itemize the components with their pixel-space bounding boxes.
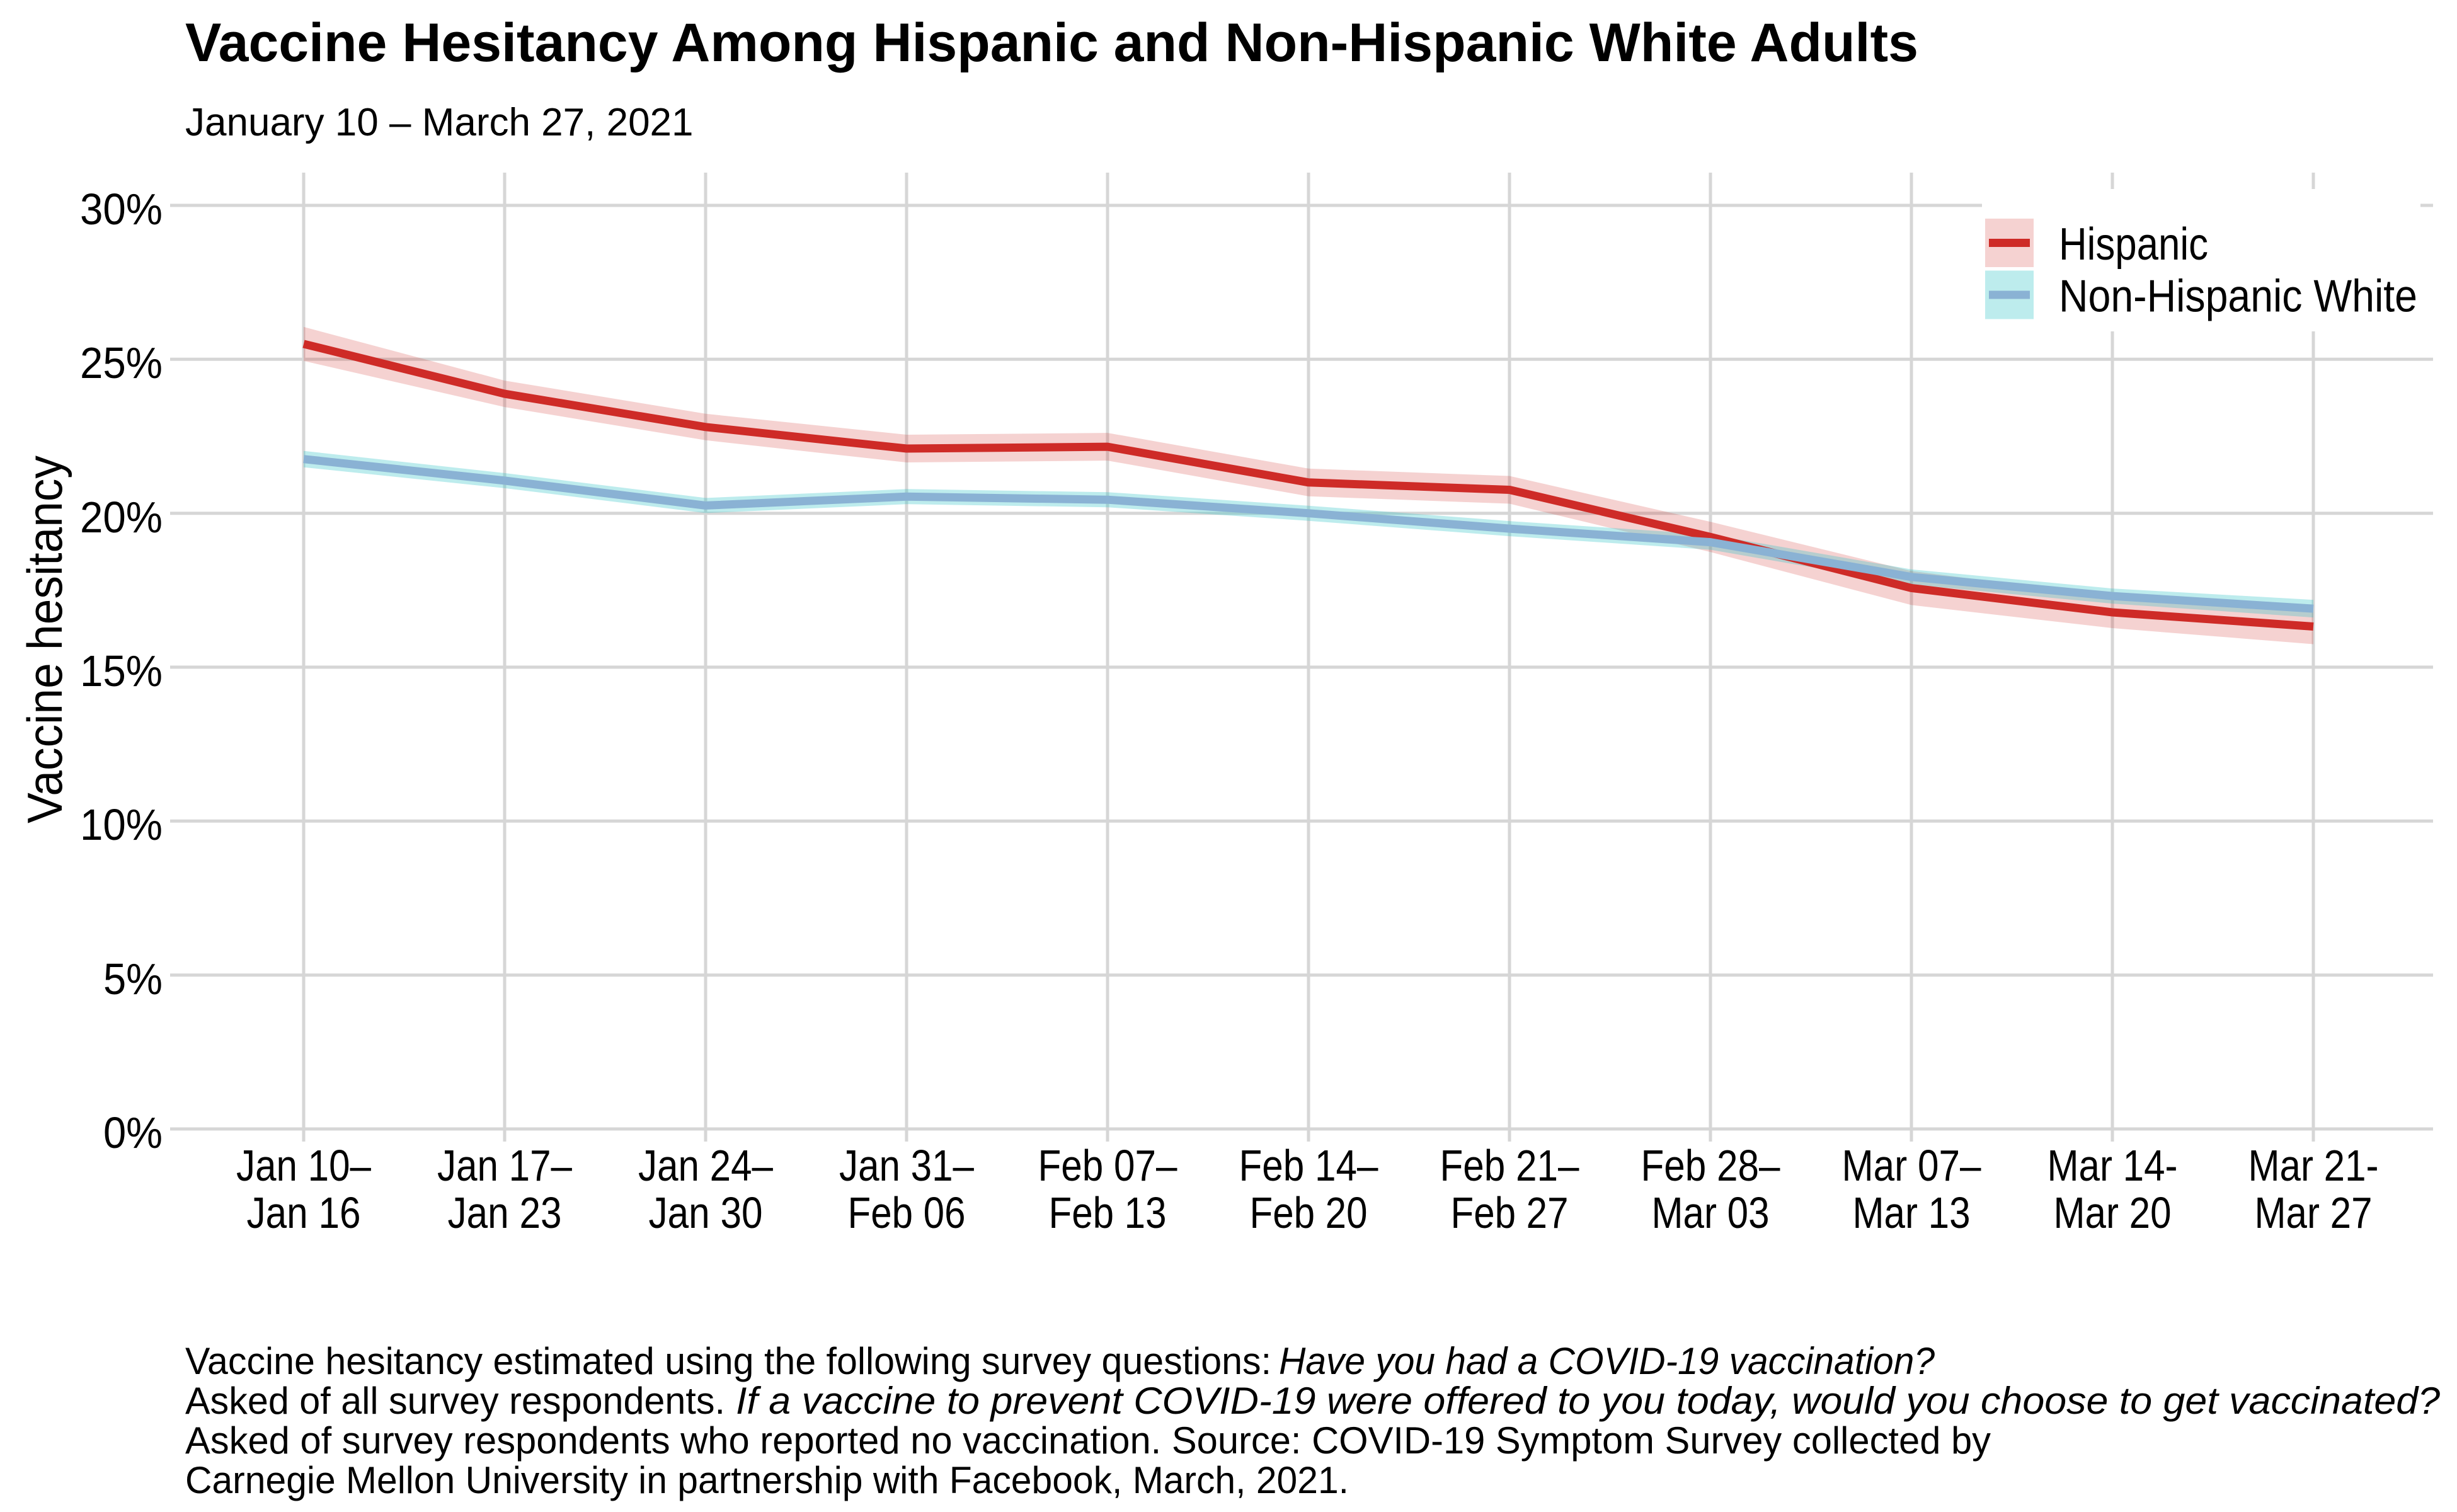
svg-text:Feb 21–: Feb 21–	[1440, 1141, 1579, 1190]
svg-text:Feb 20: Feb 20	[1250, 1188, 1368, 1237]
svg-text:5%: 5%	[103, 954, 163, 1004]
svg-text:Jan 23: Jan 23	[448, 1188, 562, 1237]
svg-text:Jan 31–: Jan 31–	[839, 1141, 974, 1190]
svg-text:Jan 16: Jan 16	[247, 1188, 361, 1237]
svg-text:Feb 14–: Feb 14–	[1239, 1141, 1378, 1190]
svg-text:25%: 25%	[80, 338, 163, 387]
svg-text:Jan 30: Jan 30	[649, 1188, 763, 1237]
svg-text:January 10 – March 27, 2021: January 10 – March 27, 2021	[185, 101, 694, 144]
svg-text:Vaccine Hesitancy Among Hispan: Vaccine Hesitancy Among Hispanic and Non…	[185, 13, 1918, 73]
svg-text:Mar 03: Mar 03	[1652, 1188, 1770, 1237]
svg-text:Asked of survey respondents wh: Asked of survey respondents who reported…	[185, 1419, 1991, 1462]
svg-text:Mar 20: Mar 20	[2054, 1188, 2172, 1237]
svg-text:30%: 30%	[80, 185, 163, 234]
svg-text:Mar 21-: Mar 21-	[2248, 1141, 2379, 1190]
svg-text:Vaccine hesitancy: Vaccine hesitancy	[17, 455, 72, 823]
svg-text:Feb 28–: Feb 28–	[1641, 1141, 1780, 1190]
svg-text:Mar 07–: Mar 07–	[1842, 1141, 1981, 1190]
svg-text:Vaccine hesitancy estimated us: Vaccine hesitancy estimated using the fo…	[185, 1340, 1271, 1382]
svg-text:Jan 24–: Jan 24–	[638, 1141, 773, 1190]
svg-text:Carnegie Mellon University in: Carnegie Mellon University in partnershi…	[185, 1459, 1349, 1501]
svg-text:Feb 06: Feb 06	[848, 1188, 966, 1237]
svg-text:Non-Hispanic White: Non-Hispanic White	[2059, 272, 2417, 322]
svg-text:Feb 13: Feb 13	[1049, 1188, 1167, 1237]
svg-text:Jan 17–: Jan 17–	[437, 1141, 572, 1190]
svg-text:Feb 07–: Feb 07–	[1038, 1141, 1177, 1190]
svg-text:Jan 10–: Jan 10–	[236, 1141, 371, 1190]
svg-text:Hispanic: Hispanic	[2059, 219, 2208, 270]
svg-text:Have you had a COVID-19 vaccin: Have you had a COVID-19 vaccination?	[1279, 1340, 1935, 1382]
svg-text:Asked of all survey respondent: Asked of all survey respondents.	[185, 1380, 725, 1422]
svg-text:15%: 15%	[80, 646, 163, 696]
svg-text:20%: 20%	[80, 493, 163, 542]
svg-text:Feb 27: Feb 27	[1451, 1188, 1569, 1237]
svg-text:0%: 0%	[103, 1108, 163, 1157]
svg-text:Mar 13: Mar 13	[1853, 1188, 1971, 1237]
svg-text:Mar 14-: Mar 14-	[2048, 1141, 2178, 1190]
svg-text:If a vaccine to prevent COVID-: If a vaccine to prevent COVID-19 were of…	[736, 1380, 2441, 1422]
svg-text:Mar 27: Mar 27	[2255, 1188, 2373, 1237]
svg-text:10%: 10%	[80, 800, 163, 849]
